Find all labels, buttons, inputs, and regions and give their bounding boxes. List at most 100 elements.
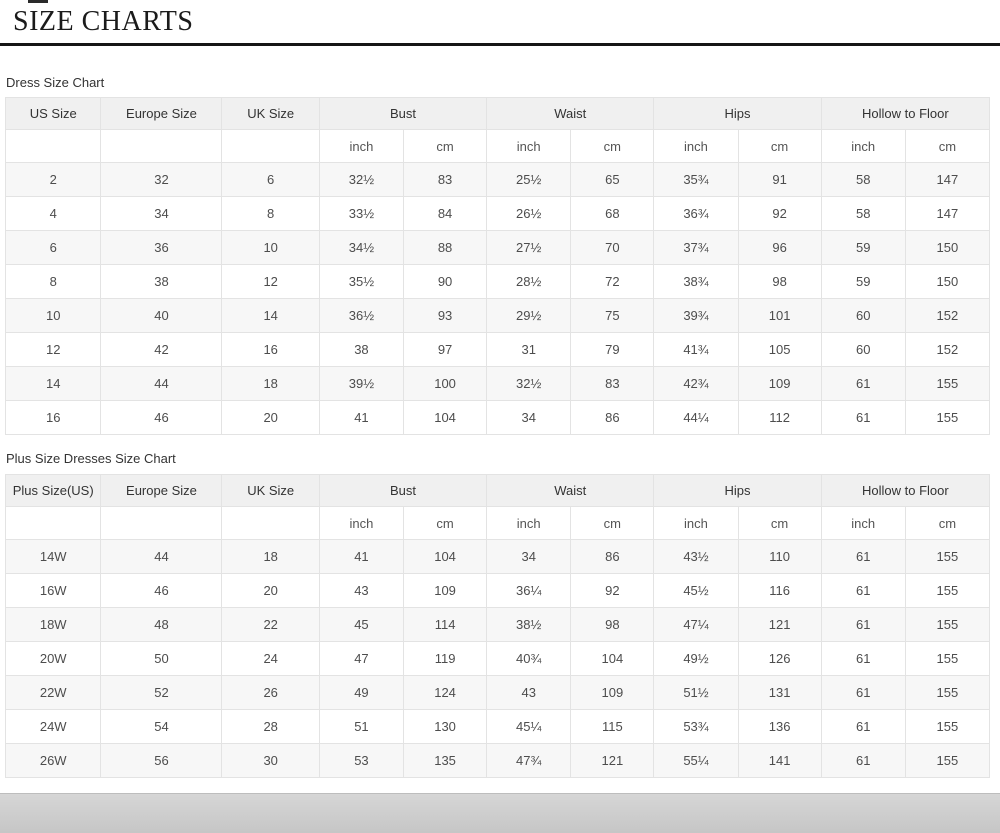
table-cell: 109: [402, 573, 488, 608]
table-cell: 75: [570, 298, 655, 333]
table-cell: 112: [737, 400, 822, 435]
table-cell: 16: [221, 332, 320, 367]
table-cell: 79: [570, 332, 655, 367]
table-cell: 131: [737, 675, 822, 710]
column-header: Hollow to Floor: [820, 97, 991, 130]
table-cell: 37¾: [653, 230, 739, 265]
unit-header-cell: cm: [737, 129, 822, 163]
table-cell: 16: [4, 400, 102, 435]
unit-header-cell: cm: [570, 129, 655, 163]
table-cell: 155: [904, 400, 991, 435]
table-cell: 8: [221, 196, 320, 231]
table-row: 10 40 14 36½ 93 29½ 75 39¾ 101 60 152: [4, 298, 991, 333]
table-cell: 6: [221, 162, 320, 197]
table-cell: 45: [318, 607, 405, 642]
column-header: Waist: [486, 97, 655, 130]
table-cell: 47¼: [653, 607, 739, 642]
table-cell: 32½: [486, 366, 572, 401]
table-cell: 4: [4, 196, 102, 231]
table-cell: 147: [904, 162, 991, 197]
table-cell: 18: [221, 366, 320, 401]
table-cell: 26W: [4, 743, 102, 778]
table-cell: 126: [737, 641, 822, 676]
table-cell: 72: [570, 264, 655, 299]
table-cell: 96: [737, 230, 822, 265]
table-cell: 34½: [318, 230, 405, 265]
table-row: 6 36 10 34½ 88 27½ 70 37¾ 96 59 150: [4, 230, 991, 265]
unit-header-row: inch cm inch cm inch cm inch cm: [4, 506, 991, 540]
unit-header-cell: inch: [820, 129, 906, 163]
table-row: 4 34 8 33½ 84 26½ 68 36¾ 92 58 147: [4, 196, 991, 231]
dress-size-chart-label: Dress Size Chart: [6, 75, 105, 90]
table-cell: 53¾: [653, 709, 739, 744]
table-cell: 121: [737, 607, 822, 642]
table-row: 20W 50 24 47 119 40¾ 104 49½ 126 61 155: [4, 641, 991, 676]
empty-header-cell: [4, 129, 102, 163]
table-cell: 61: [820, 366, 906, 401]
column-header: Bust: [318, 474, 488, 507]
table-cell: 109: [737, 366, 822, 401]
table-cell: 60: [820, 298, 906, 333]
table-cell: 90: [402, 264, 488, 299]
table-cell: 44: [100, 539, 223, 574]
table-cell: 61: [820, 607, 906, 642]
table-cell: 121: [570, 743, 655, 778]
column-header: Hollow to Floor: [820, 474, 991, 507]
table-cell: 31: [486, 332, 572, 367]
table-cell: 100: [402, 366, 488, 401]
table-cell: 50: [100, 641, 223, 676]
table-cell: 83: [402, 162, 488, 197]
table-cell: 97: [402, 332, 488, 367]
column-header: UK Size: [221, 97, 320, 130]
table-cell: 61: [820, 641, 906, 676]
empty-header-cell: [221, 129, 320, 163]
table-cell: 59: [820, 264, 906, 299]
table-cell: 53: [318, 743, 405, 778]
column-header: Bust: [318, 97, 488, 130]
table-cell: 124: [402, 675, 488, 710]
table-cell: 35½: [318, 264, 405, 299]
table-cell: 55¼: [653, 743, 739, 778]
table-cell: 34: [486, 539, 572, 574]
table-cell: 88: [402, 230, 488, 265]
table-cell: 49½: [653, 641, 739, 676]
table-cell: 68: [570, 196, 655, 231]
table-cell: 14: [221, 298, 320, 333]
table-cell: 6: [4, 230, 102, 265]
bottom-gray-band: [0, 793, 1000, 833]
unit-header-cell: inch: [318, 506, 405, 540]
table-cell: 43½: [653, 539, 739, 574]
header-row: US Size Europe Size UK Size Bust Waist Hips Ho…: [4, 97, 991, 130]
table-cell: 28: [221, 709, 320, 744]
table-cell: 36¼: [486, 573, 572, 608]
table-row: 16 46 20 41 104 34 86 44¼ 112 61 155: [4, 400, 991, 435]
table-cell: 141: [737, 743, 822, 778]
unit-header-cell: cm: [570, 506, 655, 540]
table-cell: 8: [4, 264, 102, 299]
table-cell: 58: [820, 162, 906, 197]
empty-header-cell: [100, 506, 223, 540]
table-cell: 10: [4, 298, 102, 333]
table-row: 16W 46 20 43 109 36¼ 92 45½ 116 61 155: [4, 573, 991, 608]
table-cell: 28½: [486, 264, 572, 299]
table-cell: 98: [737, 264, 822, 299]
table-cell: 86: [570, 400, 655, 435]
title-divider: [0, 43, 1000, 46]
table-row: 14 44 18 39½ 100 32½ 83 42¾ 109 61 155: [4, 366, 991, 401]
table-cell: 155: [904, 539, 991, 574]
unit-header-cell: inch: [318, 129, 405, 163]
table-cell: 43: [318, 573, 405, 608]
table-cell: 150: [904, 264, 991, 299]
table-cell: 49: [318, 675, 405, 710]
table-row: 8 38 12 35½ 90 28½ 72 38¾ 98 59 150: [4, 264, 991, 299]
table-cell: 104: [570, 641, 655, 676]
table-cell: 84: [402, 196, 488, 231]
table-cell: 93: [402, 298, 488, 333]
column-header: UK Size: [221, 474, 320, 507]
table-cell: 46: [100, 573, 223, 608]
table-cell: 150: [904, 230, 991, 265]
table-cell: 38: [318, 332, 405, 367]
table-cell: 41: [318, 400, 405, 435]
table-cell: 10: [221, 230, 320, 265]
